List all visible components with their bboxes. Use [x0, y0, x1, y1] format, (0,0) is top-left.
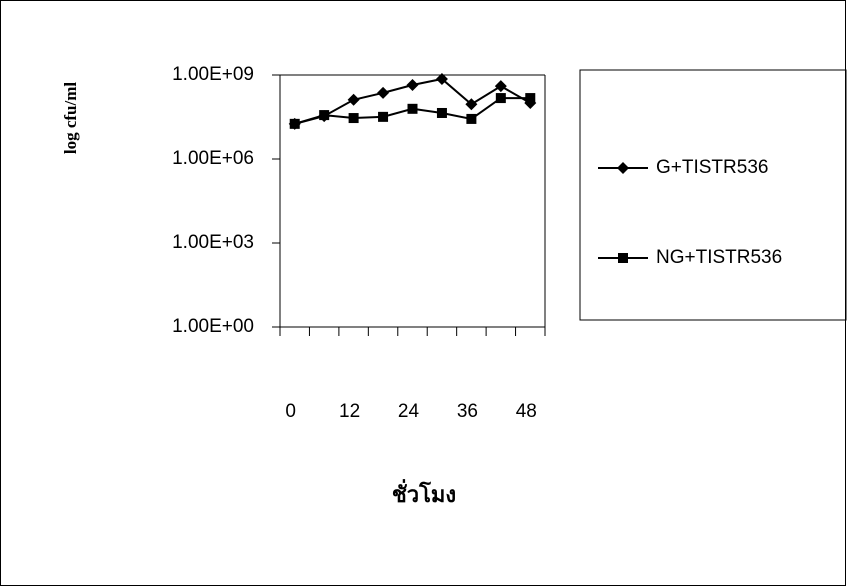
legend-label: NG+TISTR536: [656, 247, 782, 268]
point: [466, 114, 476, 124]
y-tick-label: 1.00E+06: [172, 148, 254, 169]
point: [437, 108, 447, 118]
x-tick-label: 12: [339, 401, 360, 422]
point: [349, 113, 359, 123]
x-tick-label: 24: [398, 401, 420, 422]
chart: log cfu/ml ชั่วโมง 1.00E+00 1.00E+03 1.00E…: [0, 0, 847, 587]
point: [496, 93, 506, 103]
point: [319, 110, 329, 120]
x-tick-label: 36: [457, 401, 478, 422]
y-tick-label: 1.00E+03: [172, 232, 254, 253]
y-axis-title: log cfu/ml: [61, 82, 80, 155]
point: [378, 112, 388, 122]
point: [618, 253, 628, 263]
point: [290, 119, 300, 129]
x-tick-label: 48: [516, 401, 537, 422]
y-tick-label: 1.00E+00: [172, 316, 254, 337]
x-tick-label: 0: [285, 401, 296, 422]
point: [525, 93, 535, 103]
point: [408, 104, 418, 114]
legend-label: G+TISTR536: [656, 157, 768, 178]
y-tick-label: 1.00E+09: [172, 64, 254, 85]
x-axis-title: ชั่วโมง: [392, 478, 456, 507]
